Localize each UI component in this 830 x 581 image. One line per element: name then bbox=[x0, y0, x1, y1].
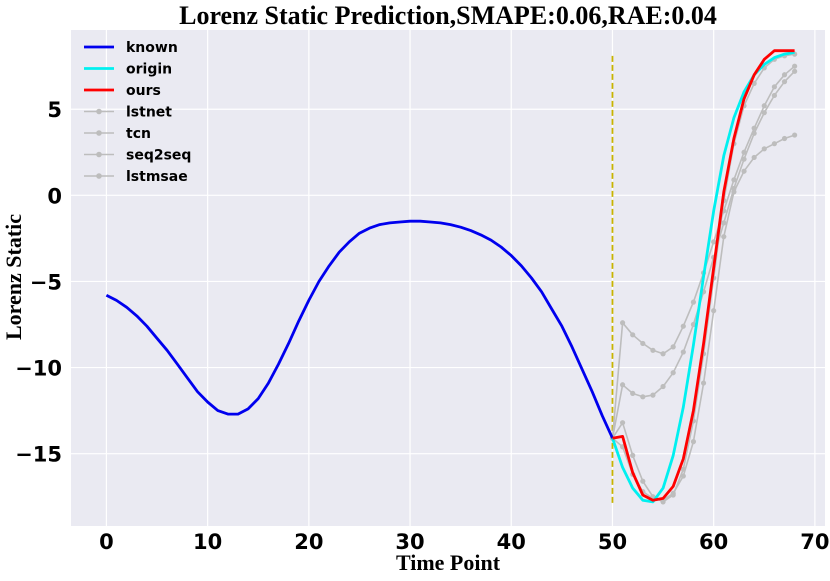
legend-label: ours bbox=[126, 83, 161, 99]
y-tick-label: −5 bbox=[30, 270, 62, 294]
x-tick-label: 10 bbox=[193, 530, 222, 554]
series-line-ours bbox=[612, 49, 795, 502]
y-tick-label: −10 bbox=[15, 357, 62, 381]
series-group bbox=[105, 49, 798, 505]
data-point-lstnet bbox=[731, 177, 737, 183]
data-point-lstnet bbox=[792, 63, 798, 69]
data-point-lstnet bbox=[670, 344, 676, 350]
data-point-lstnet bbox=[711, 239, 717, 245]
data-point-tcn bbox=[781, 79, 788, 85]
x-tick-label: 20 bbox=[294, 530, 323, 554]
legend-label: seq2seq bbox=[126, 148, 191, 164]
data-point-lstnet bbox=[619, 320, 626, 326]
data-point-lstnet bbox=[781, 72, 788, 78]
data-point-lstnet bbox=[741, 149, 747, 155]
data-point-lstnet bbox=[680, 323, 686, 329]
x-tick-label: 60 bbox=[699, 530, 728, 554]
data-point-lstnet bbox=[640, 340, 646, 347]
data-point-lstmsae bbox=[741, 168, 747, 174]
y-ticks: −15 −10 −5 0 5 bbox=[15, 98, 62, 466]
data-point-tcn bbox=[771, 92, 777, 99]
legend-label: known bbox=[126, 40, 178, 56]
data-point-lstnet bbox=[761, 103, 767, 109]
data-point-lstmsae bbox=[711, 308, 717, 314]
x-tick-label: 0 bbox=[99, 530, 114, 554]
legend-item-origin: origin bbox=[84, 62, 172, 78]
legend-label: lstnet bbox=[126, 105, 172, 121]
data-point-lstnet bbox=[630, 332, 636, 338]
data-point-lstnet bbox=[771, 84, 777, 90]
legend-label: tcn bbox=[126, 126, 151, 142]
data-point-tcn bbox=[640, 394, 646, 400]
legend-marker bbox=[96, 108, 102, 115]
legend-marker bbox=[96, 130, 102, 136]
data-point-seq2seq bbox=[630, 452, 636, 458]
legend-label: origin bbox=[126, 62, 172, 78]
legend: known origin ours lstnet tcn seq2seq lstmsae bbox=[84, 40, 191, 185]
data-point-lstnet bbox=[690, 299, 697, 305]
data-point-tcn bbox=[741, 156, 747, 162]
data-point-lstmsae bbox=[731, 189, 737, 195]
x-tick-label: 50 bbox=[598, 530, 627, 554]
data-point-lstmsae bbox=[690, 439, 697, 445]
data-point-lstmsae bbox=[761, 146, 767, 152]
x-tick-label: 70 bbox=[800, 530, 829, 554]
data-point-tcn bbox=[660, 383, 666, 390]
data-point-lstnet bbox=[650, 347, 656, 353]
series-line-known bbox=[105, 219, 614, 439]
chart-title: Lorenz Static Prediction,SMAPE:0.06,RAE:… bbox=[179, 1, 717, 30]
legend-item-seq2seq: seq2seq bbox=[84, 148, 191, 164]
data-point-tcn bbox=[751, 130, 757, 136]
y-axis-label: Lorenz Static bbox=[1, 214, 26, 340]
x-axis-label: Time Point bbox=[396, 550, 501, 575]
data-point-tcn bbox=[761, 110, 767, 116]
data-point-lstnet bbox=[660, 351, 666, 357]
data-point-tcn bbox=[792, 68, 798, 74]
data-point-tcn bbox=[630, 390, 636, 396]
y-tick-label: 0 bbox=[47, 184, 62, 208]
data-point-seq2seq bbox=[619, 420, 626, 426]
data-point-lstmsae bbox=[721, 234, 727, 240]
legend-item-lstmsae: lstmsae bbox=[84, 169, 188, 185]
y-tick-label: −15 bbox=[15, 443, 62, 467]
data-point-tcn bbox=[650, 392, 656, 398]
data-point-tcn bbox=[619, 382, 626, 388]
data-point-seq2seq bbox=[751, 80, 757, 86]
legend-item-lstnet: lstnet bbox=[84, 105, 172, 121]
legend-marker bbox=[96, 151, 102, 158]
legend-item-ours: ours bbox=[84, 83, 161, 99]
y-tick-label: 5 bbox=[47, 98, 62, 122]
data-point-lstmsae bbox=[771, 141, 777, 147]
plot-background bbox=[71, 30, 825, 526]
data-point-tcn bbox=[680, 349, 686, 355]
legend-item-tcn: tcn bbox=[84, 126, 151, 142]
data-point-lstmsae bbox=[700, 380, 707, 386]
data-point-lstmsae bbox=[670, 490, 676, 496]
legend-label: lstmsae bbox=[126, 169, 188, 185]
data-point-tcn bbox=[670, 370, 676, 376]
legend-marker bbox=[96, 173, 102, 179]
data-point-lstmsae bbox=[751, 154, 757, 161]
legend-item-known: known bbox=[84, 40, 178, 56]
x-tick-label: 30 bbox=[395, 530, 424, 554]
x-tick-label: 40 bbox=[497, 530, 526, 554]
series-line-origin bbox=[611, 51, 795, 504]
x-ticks: 0 10 20 30 40 50 60 70 bbox=[99, 530, 829, 554]
data-point-lstmsae bbox=[781, 135, 788, 142]
data-point-lstmsae bbox=[680, 473, 686, 479]
data-point-seq2seq bbox=[640, 478, 646, 484]
data-point-lstmsae bbox=[792, 132, 798, 138]
data-point-tcn bbox=[690, 321, 697, 328]
data-point-tcn bbox=[721, 220, 727, 226]
